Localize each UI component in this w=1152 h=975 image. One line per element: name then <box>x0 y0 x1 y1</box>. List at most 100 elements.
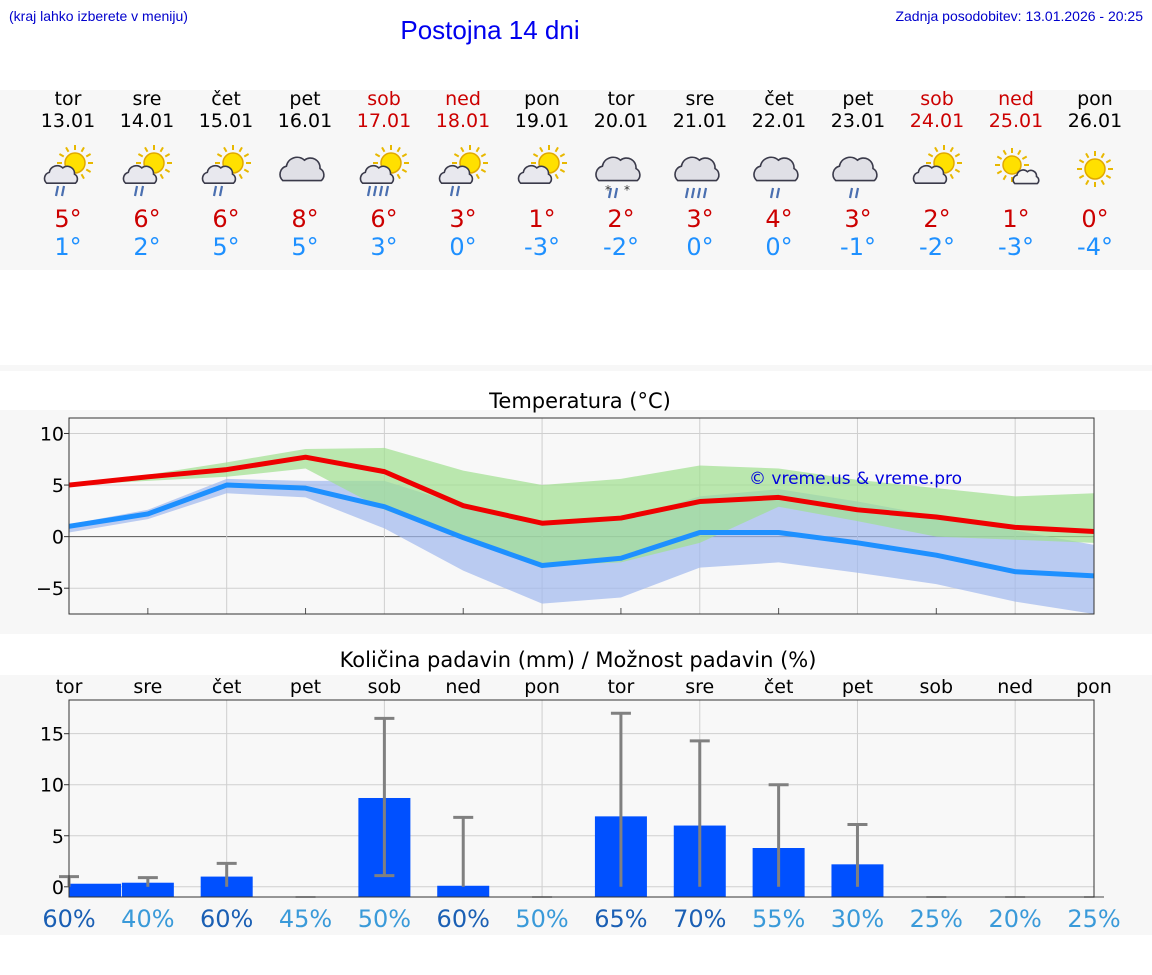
sun-cloud-rain-icon <box>43 145 93 197</box>
last-updated: Zadnja posodobitev: 13.01.2026 - 20:25 <box>895 8 1143 24</box>
day-date: 19.01 <box>514 110 570 132</box>
precip-probability: 65% <box>594 905 647 933</box>
y-tick-label: 5 <box>52 826 64 848</box>
cloud-rain-icon <box>832 156 878 199</box>
sun-small-cloud-icon <box>995 148 1040 185</box>
plot-frame <box>68 417 1095 615</box>
max-temperature-line <box>68 454 1095 534</box>
day-forecast: čet 22.01 4° 0° <box>739 88 819 261</box>
y-tick-label: 10 <box>40 423 64 445</box>
day-name: sre <box>685 88 715 110</box>
precip-probability: 50% <box>515 905 568 933</box>
y-tick-label: 10 <box>40 775 64 797</box>
precip-probability: 25% <box>1067 905 1120 933</box>
day-forecast: pet 23.01 3° -1° <box>818 88 898 261</box>
cloud-rain-icon <box>753 156 799 199</box>
x-category-label: sob <box>920 676 954 698</box>
x-category-label: ned <box>997 676 1033 698</box>
min-temperature: 1° <box>54 233 82 261</box>
day-name: pet <box>289 88 321 110</box>
location-hint: (kraj lahko izberete v meniju) <box>9 8 188 24</box>
max-temperature: 6° <box>133 205 161 233</box>
max-temperature: 0° <box>1081 205 1109 233</box>
day-date: 20.01 <box>593 110 649 132</box>
temperature-chart: Temperatura (°C) 10 5 0 −5 © vreme.us & vreme… <box>0 389 1152 634</box>
min-temperature: 0° <box>686 233 714 261</box>
day-forecast: sob 17.01 6° 3° <box>344 88 424 261</box>
day-name: tor <box>607 88 635 110</box>
max-temperature: 5° <box>54 205 82 233</box>
day-forecast: ned 25.01 1° -3° <box>976 88 1056 261</box>
plot-area <box>69 700 1094 897</box>
precip-probability: 25% <box>910 905 963 933</box>
max-temperature: 1° <box>528 205 556 233</box>
max-temperature: 2° <box>607 205 635 233</box>
plot-frame <box>68 699 1095 898</box>
day-name: čet <box>764 88 794 110</box>
day-forecast: pon 26.01 0° -4° <box>1055 88 1135 261</box>
precip-probability: 60% <box>437 905 490 933</box>
max-temperature: 3° <box>449 205 477 233</box>
sun-cloud-heavy-rain-icon <box>359 145 409 197</box>
min-temperature: 0° <box>449 233 477 261</box>
day-date: 14.01 <box>119 110 175 132</box>
y-tick-label: −5 <box>36 578 64 600</box>
day-name: sob <box>920 88 954 110</box>
min-temperature: -3° <box>998 233 1034 261</box>
precip-bar <box>69 883 121 897</box>
day-forecast: sob 24.01 2° -2° <box>897 88 977 261</box>
cloud-heavy-rain-icon <box>674 156 720 199</box>
day-forecast: pet 16.01 8° 5° <box>265 88 345 261</box>
day-date: 16.01 <box>277 110 333 132</box>
day-date: 18.01 <box>435 110 491 132</box>
sun-cloud-rain-icon <box>201 145 251 197</box>
day-date: 13.01 <box>40 110 96 132</box>
precipitation-chart: Količina padavin (mm) / Možnost padavin … <box>0 648 1152 935</box>
day-date: 22.01 <box>751 110 807 132</box>
day-date: 17.01 <box>356 110 412 132</box>
day-date: 21.01 <box>672 110 728 132</box>
x-category-label: pon <box>524 676 560 698</box>
sun-cloud-icon <box>912 145 962 184</box>
precip-bar <box>437 885 490 897</box>
precip-probability: 55% <box>752 905 805 933</box>
day-forecast: sre 21.01 3° 0° <box>660 88 740 261</box>
y-tick-label: 0 <box>52 877 64 899</box>
max-temperature: 6° <box>212 205 240 233</box>
day-name: sob <box>367 88 401 110</box>
section-divider <box>0 365 1152 371</box>
min-temperature: 5° <box>291 233 319 261</box>
day-forecast: sre 14.01 6° 2° <box>107 88 187 261</box>
day-name: pon <box>524 88 560 110</box>
max-temperature: 3° <box>686 205 714 233</box>
min-temperature: -2° <box>919 233 955 261</box>
x-category-label: čet <box>212 676 242 698</box>
min-temperature: 0° <box>765 233 793 261</box>
day-date: 15.01 <box>198 110 254 132</box>
day-forecast: tor 20.01 * * 2° -2° <box>581 88 661 261</box>
cloud-icon <box>279 156 325 182</box>
x-category-label: pet <box>290 676 321 698</box>
forecast-strip <box>0 90 1152 270</box>
x-category-label: pet <box>842 676 873 698</box>
x-category-label: sre <box>133 676 162 698</box>
precip-probability: 20% <box>988 905 1041 933</box>
chart-title: Temperatura (°C) <box>488 389 671 413</box>
svg-text:*: * <box>605 183 611 197</box>
day-name: ned <box>445 88 481 110</box>
precip-probability: 60% <box>200 905 253 933</box>
day-name: ned <box>998 88 1034 110</box>
min-temperature: -3° <box>524 233 560 261</box>
precip-probability: 40% <box>121 905 174 933</box>
day-date: 26.01 <box>1067 110 1123 132</box>
chart-title: Količina padavin (mm) / Možnost padavin … <box>340 648 817 672</box>
x-category-label: tor <box>607 676 634 698</box>
precip-probability: 60% <box>42 905 95 933</box>
day-date: 24.01 <box>909 110 965 132</box>
x-category-label: sre <box>685 676 714 698</box>
y-tick-label: 15 <box>40 724 64 746</box>
day-forecast: čet 15.01 6° 5° <box>186 88 266 261</box>
x-category-label: pon <box>1076 676 1112 698</box>
y-tick-label: 5 <box>52 475 64 497</box>
min-temperature: 2° <box>133 233 161 261</box>
